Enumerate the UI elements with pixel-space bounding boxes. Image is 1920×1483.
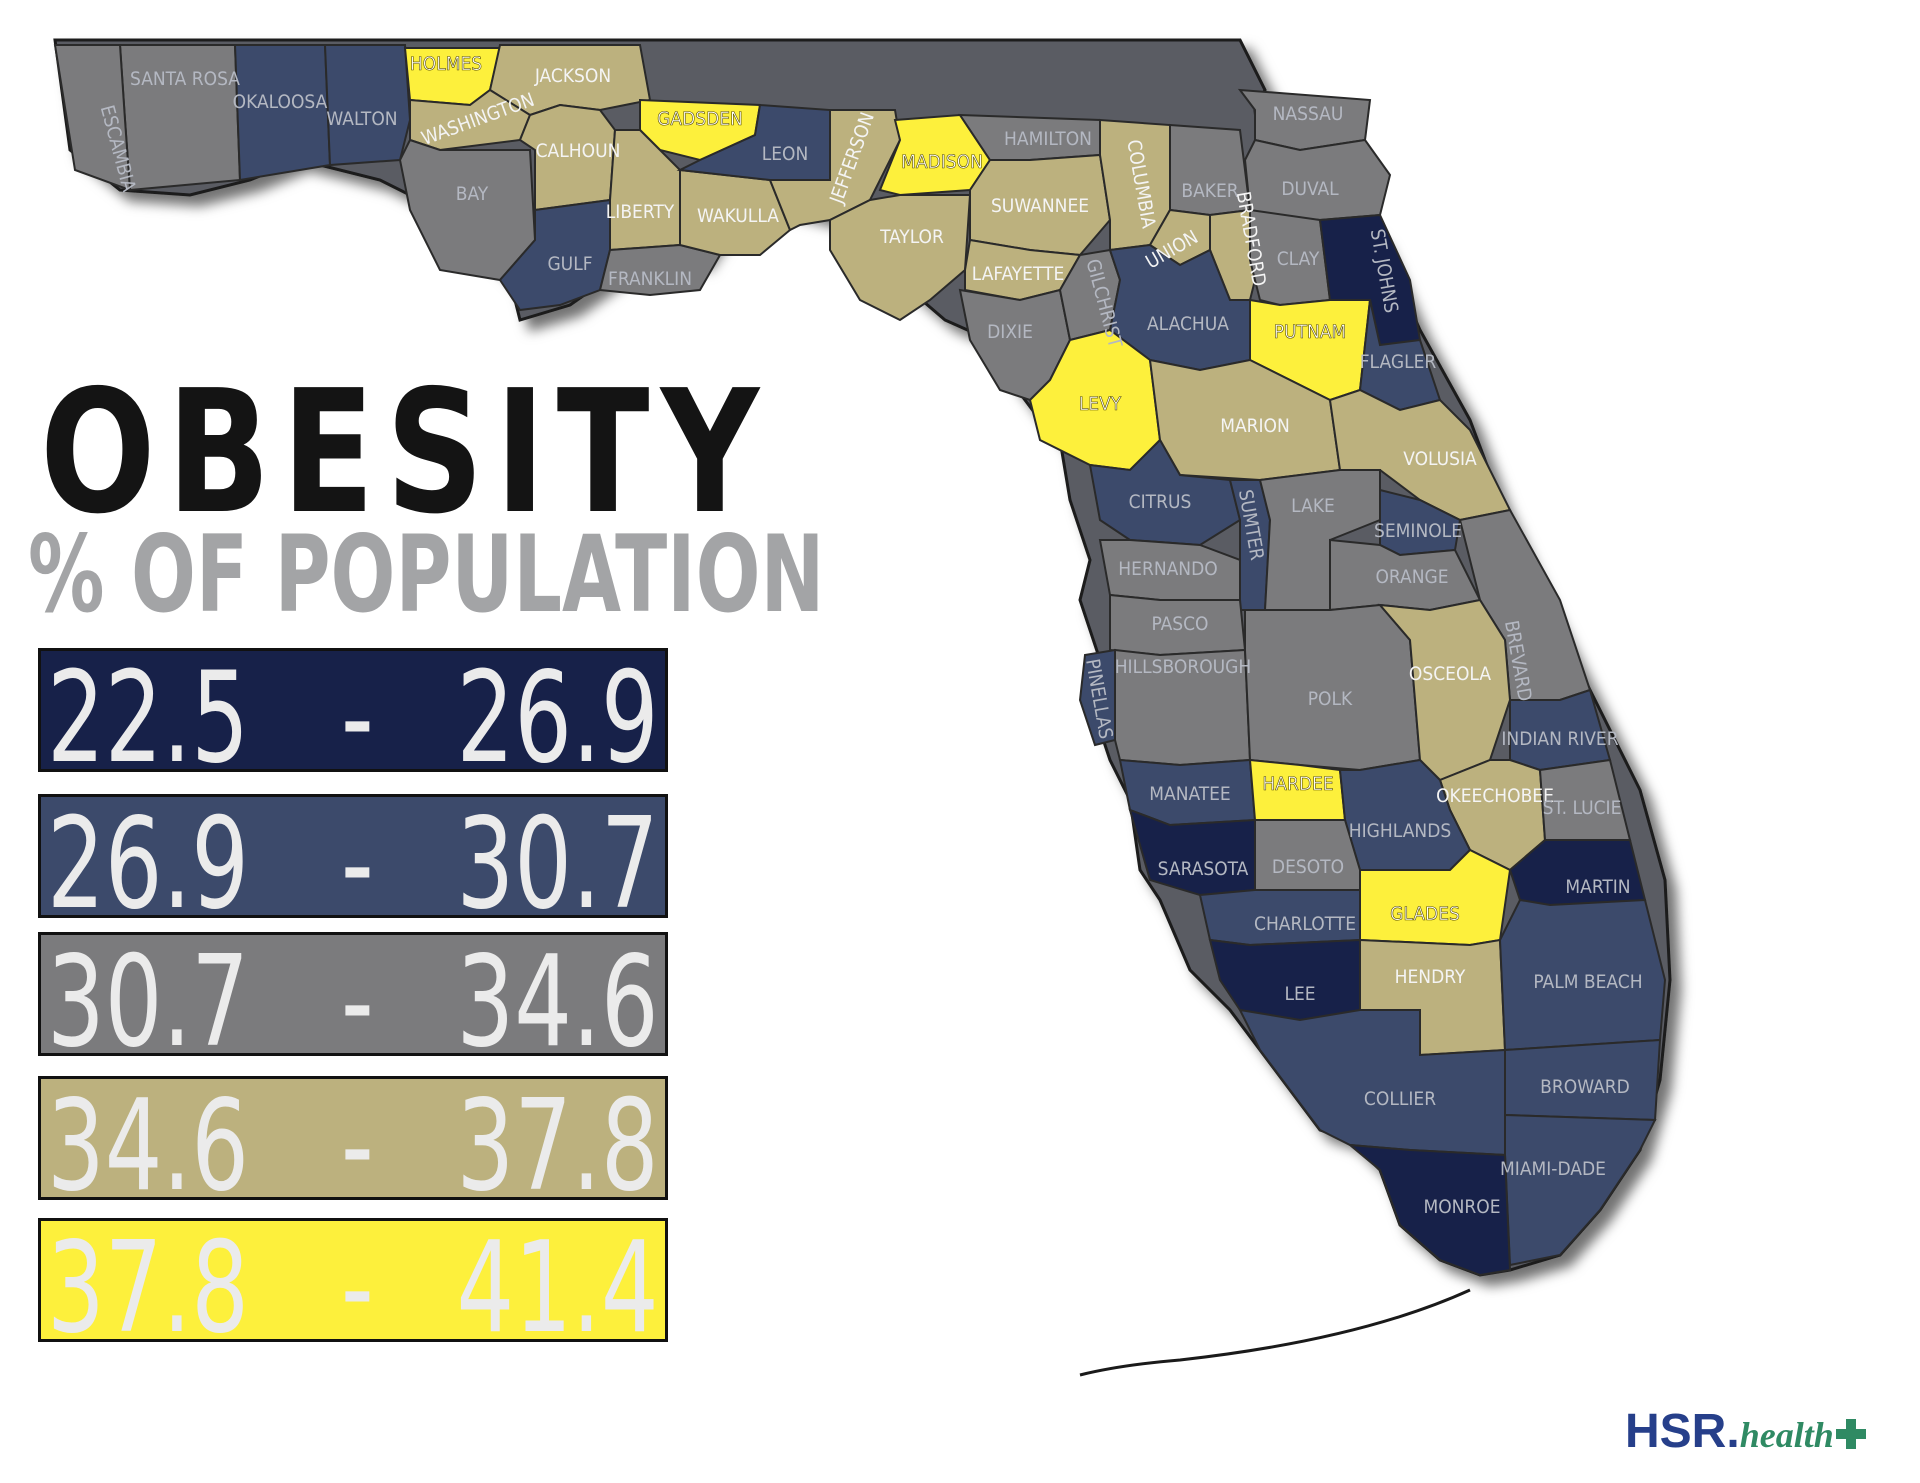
county-regions bbox=[53, 44, 1667, 1277]
county-label: WALTON bbox=[326, 108, 397, 130]
legend-high: 37.8 bbox=[457, 1072, 659, 1219]
county-label: HILLSBOROUGH bbox=[1115, 656, 1252, 678]
legend-dash: - bbox=[341, 1214, 374, 1361]
county-label: SUWANNEE bbox=[991, 195, 1089, 217]
legend-dash: - bbox=[341, 644, 374, 791]
county-taylor bbox=[829, 194, 972, 322]
county-label: GADSDEN bbox=[657, 108, 743, 130]
county-label: MANATEE bbox=[1149, 783, 1230, 805]
county-label: CHARLOTTE bbox=[1254, 913, 1356, 935]
plus-icon bbox=[1835, 1419, 1866, 1449]
county-label: LEON bbox=[762, 143, 809, 165]
county-label: CLAY bbox=[1277, 248, 1320, 270]
county-label: CITRUS bbox=[1129, 491, 1192, 513]
county-osceola bbox=[1377, 598, 1512, 782]
county-label: NASSAU bbox=[1273, 103, 1344, 125]
county-label: SEMINOLE bbox=[1374, 520, 1462, 542]
legend-item-5: 37.8 - 41.4 bbox=[38, 1218, 668, 1351]
county-label: LAFAYETTE bbox=[972, 263, 1065, 285]
county-label: LEE bbox=[1284, 983, 1315, 1005]
legend-low: 37.8 bbox=[47, 1214, 249, 1361]
county-label: LIBERTY bbox=[606, 201, 675, 223]
county-pinellas bbox=[1078, 648, 1116, 747]
county-label: OSCEOLA bbox=[1409, 663, 1491, 685]
county-label: ST. LUCIE bbox=[1543, 797, 1622, 819]
county-label: HERNANDO bbox=[1118, 558, 1217, 580]
county-label: ORANGE bbox=[1375, 566, 1448, 588]
county-label: DESOTO bbox=[1272, 856, 1344, 878]
county-label: POLK bbox=[1308, 688, 1353, 710]
legend-low: 22.5 bbox=[47, 644, 249, 791]
county-label: WAKULLA bbox=[697, 205, 779, 227]
county-label: SANTA ROSA bbox=[130, 68, 240, 90]
legend-high: 41.4 bbox=[457, 1214, 659, 1361]
county-label: ALACHUA bbox=[1147, 313, 1229, 335]
county-label: BROWARD bbox=[1540, 1076, 1630, 1098]
legend-dash: - bbox=[341, 790, 374, 937]
county-label: MARION bbox=[1220, 415, 1290, 437]
county-label: PUTNAM bbox=[1274, 321, 1346, 343]
county-escambia bbox=[53, 44, 132, 192]
legend-dash: - bbox=[341, 928, 374, 1075]
county-label: VOLUSIA bbox=[1403, 448, 1477, 470]
county-label: DIXIE bbox=[987, 321, 1033, 343]
legend-low: 30.7 bbox=[47, 928, 249, 1075]
map-title: OBESITY bbox=[40, 354, 771, 552]
logo-sub: health bbox=[1739, 1415, 1834, 1455]
county-label: INDIAN RIVER bbox=[1501, 728, 1618, 750]
florida-keys bbox=[1079, 1288, 1471, 1377]
county-label: PASCO bbox=[1151, 613, 1208, 635]
county-label: LAKE bbox=[1291, 495, 1335, 517]
legend-high: 34.6 bbox=[457, 928, 659, 1075]
county-label: COLLIER bbox=[1364, 1088, 1436, 1110]
county-label: BAKER bbox=[1181, 180, 1238, 202]
county-gulf bbox=[498, 198, 611, 312]
county-label: PALM BEACH bbox=[1533, 971, 1642, 993]
county-bay bbox=[398, 138, 537, 282]
county-miami-dade bbox=[1504, 1113, 1657, 1267]
county-label: JACKSON bbox=[534, 65, 611, 87]
county-label: CALHOUN bbox=[536, 140, 621, 162]
county-label: MARTIN bbox=[1565, 876, 1630, 898]
county-label: LEVY bbox=[1079, 393, 1122, 415]
county-label: HENDRY bbox=[1395, 966, 1466, 988]
county-label: BAY bbox=[456, 183, 489, 205]
legend-high: 30.7 bbox=[457, 790, 659, 937]
county-label: DUVAL bbox=[1281, 178, 1339, 200]
county-label: HIGHLANDS bbox=[1349, 820, 1451, 842]
county-label: FLAGLER bbox=[1360, 351, 1437, 373]
legend-item-4: 34.6 - 37.8 bbox=[38, 1076, 668, 1209]
legend-low: 34.6 bbox=[47, 1072, 249, 1219]
county-label: MONROE bbox=[1423, 1196, 1500, 1218]
logo-dot: . bbox=[1726, 1405, 1740, 1458]
county-label: GLADES bbox=[1390, 903, 1460, 925]
county-label: MADISON bbox=[901, 151, 983, 173]
map-subtitle: % OF POPULATION bbox=[28, 513, 825, 636]
county-monroe bbox=[1346, 1143, 1512, 1277]
county-label: HOLMES bbox=[410, 53, 482, 75]
county-santa-rosa bbox=[118, 44, 242, 192]
county-label: SARASOTA bbox=[1158, 858, 1249, 880]
county-label: HAMILTON bbox=[1004, 128, 1092, 150]
hsr-health-logo: HSR.health bbox=[1625, 1404, 1866, 1459]
legend-low: 26.9 bbox=[47, 790, 249, 937]
legend-dash: - bbox=[341, 1072, 374, 1219]
county-label: OKEECHOBEE bbox=[1436, 785, 1554, 807]
legend-item-3: 30.7 - 34.6 bbox=[38, 932, 668, 1065]
county-desoto bbox=[1254, 819, 1361, 891]
logo-brand: HSR bbox=[1625, 1405, 1727, 1458]
legend-item-2: 26.9 - 30.7 bbox=[38, 794, 668, 927]
county-label: FRANKLIN bbox=[608, 268, 692, 290]
county-walton bbox=[323, 44, 412, 167]
county-label: TAYLOR bbox=[879, 226, 944, 248]
county-label: MIAMI-DADE bbox=[1500, 1158, 1606, 1180]
county-label: HARDEE bbox=[1262, 773, 1333, 795]
legend-item-1: 22.5 - 26.9 bbox=[38, 648, 668, 781]
county-label: GULF bbox=[547, 253, 592, 275]
county-label: OKALOOSA bbox=[233, 91, 328, 113]
legend-high: 26.9 bbox=[457, 644, 659, 791]
